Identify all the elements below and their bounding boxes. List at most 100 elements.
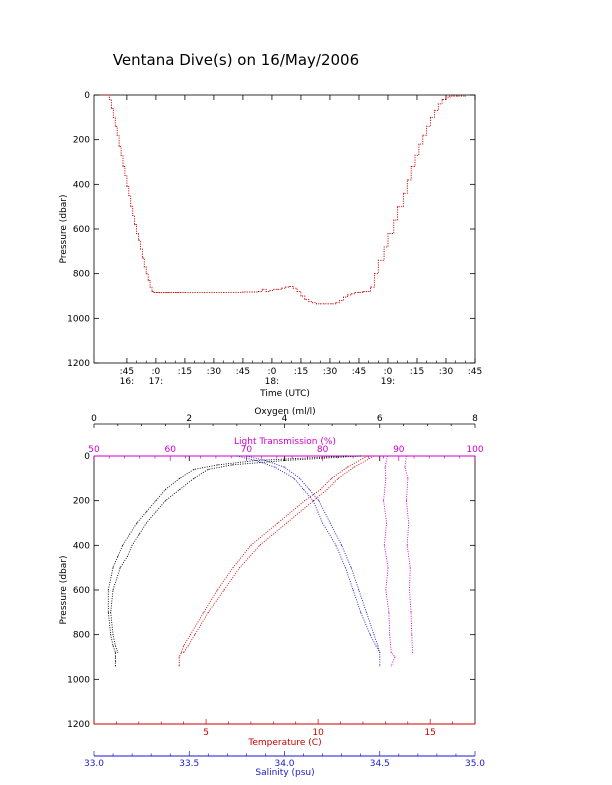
profile-point xyxy=(179,489,181,490)
profile-point xyxy=(112,589,114,591)
pressure-time-point xyxy=(122,165,124,167)
profile-point xyxy=(366,455,368,457)
profile-point xyxy=(136,522,138,524)
pressure-time-point xyxy=(414,154,416,156)
profile-point xyxy=(405,500,407,502)
profiles-y-tick-label: 0 xyxy=(84,452,90,462)
profile-point xyxy=(223,589,225,591)
profile-point xyxy=(405,455,407,457)
profiles-y-tick-label: 1000 xyxy=(67,675,90,685)
profiles-y-tick-label: 400 xyxy=(73,541,90,551)
profile-series-oxygen-up xyxy=(110,455,361,653)
pressure-time-x-tick-label: :45 xyxy=(236,367,250,377)
pressure-time-point xyxy=(180,292,182,294)
pressure-time-y-tick-label: 1200 xyxy=(67,359,90,369)
pressure-time-point xyxy=(161,292,163,294)
profile-series-salinity xyxy=(236,455,381,666)
profile-point xyxy=(232,567,234,569)
profile-point xyxy=(345,455,347,457)
pressure-time-point xyxy=(433,110,435,112)
profiles-y-tick-label: 1200 xyxy=(67,720,90,730)
profile-point xyxy=(341,544,343,546)
pressure-time-point xyxy=(261,288,263,290)
profile-point xyxy=(112,634,114,636)
pressure-time-point xyxy=(335,302,337,304)
profile-point xyxy=(255,459,257,461)
salinity-axis-label: Salinity (psu) xyxy=(255,768,314,778)
profile-point xyxy=(408,589,410,591)
pressure-time-point xyxy=(223,292,225,294)
pressure-time-point xyxy=(139,248,141,250)
profile-point xyxy=(312,500,314,502)
pressure-time-x-tick-label: :30 xyxy=(439,367,454,377)
pressure-time-point xyxy=(118,145,120,147)
profile-series-oxygen xyxy=(107,455,347,666)
pressure-time-point xyxy=(418,143,420,145)
profiles-y-axis-label: Pressure (dbar) xyxy=(59,556,69,625)
pressure-time-point xyxy=(182,292,184,294)
profiles-y-tick-label: 600 xyxy=(73,586,90,596)
pressure-time-point xyxy=(296,291,298,293)
pressure-time-point xyxy=(163,292,165,294)
profile-point xyxy=(114,656,116,658)
pressure-time-point xyxy=(292,287,294,289)
profile-point xyxy=(404,466,406,468)
pressure-time-point xyxy=(116,134,118,136)
pressure-time-y-tick-label: 400 xyxy=(73,180,90,190)
pressure-time-point xyxy=(165,292,167,294)
salinity-tick-label: 33.0 xyxy=(84,759,104,769)
profile-point xyxy=(369,634,371,636)
transmission-axis-label: Light Transmission (%) xyxy=(234,437,336,447)
salinity-tick-label: 34.0 xyxy=(274,759,294,769)
profiles-y-tick-label: 800 xyxy=(73,631,90,641)
pressure-time-y-tick-label: 200 xyxy=(73,136,90,146)
profile-point xyxy=(387,567,389,569)
transmission-tick-label: 90 xyxy=(393,445,405,455)
profile-point xyxy=(117,652,119,654)
profile-point xyxy=(274,466,276,468)
profile-point xyxy=(360,455,362,457)
profile-point xyxy=(318,500,320,502)
profile-point xyxy=(286,522,288,524)
pressure-time-point xyxy=(339,299,341,301)
pressure-time-point xyxy=(460,95,462,97)
pressure-time-point xyxy=(114,125,116,127)
profile-point xyxy=(326,489,328,490)
profile-point xyxy=(411,634,413,636)
pressure-time-x-tick-label: :0 xyxy=(268,367,277,377)
profile-point xyxy=(217,464,219,466)
pressure-time-point xyxy=(130,206,132,208)
pressure-time-point xyxy=(410,165,412,167)
profile-point xyxy=(239,567,241,569)
pressure-time-x-tick-label: :45 xyxy=(352,367,366,377)
profile-point xyxy=(110,634,112,636)
profile-point xyxy=(384,466,386,468)
profile-point xyxy=(390,665,392,667)
profile-point xyxy=(145,522,147,524)
pressure-time-series xyxy=(101,94,466,305)
profile-point xyxy=(183,645,185,647)
pressure-time-x-hour-label: 19: xyxy=(381,377,395,387)
pressure-time-point xyxy=(178,292,180,294)
pressure-time-point xyxy=(157,292,159,294)
profile-point xyxy=(353,466,355,468)
transmission-tick-label: 50 xyxy=(88,445,100,455)
pressure-time-x-hour-label: 16: xyxy=(120,377,134,387)
pressure-time-point xyxy=(387,232,389,234)
profile-point xyxy=(319,489,321,490)
pressure-time-y-tick-label: 800 xyxy=(73,270,90,280)
pressure-time-point xyxy=(108,98,110,100)
pressure-time-point xyxy=(350,293,352,295)
profile-point xyxy=(385,589,387,591)
salinity-tick-label: 35.0 xyxy=(465,759,485,769)
pressure-time-point xyxy=(149,286,151,288)
profile-point xyxy=(207,611,209,613)
profile-point xyxy=(117,556,119,557)
temperature-tick-label: 10 xyxy=(312,728,324,738)
pressure-time-point xyxy=(327,303,329,305)
pressure-time-x-tick-label: :30 xyxy=(207,367,222,377)
pressure-time-point xyxy=(120,154,122,156)
pressure-time-x-tick-label: :15 xyxy=(178,367,192,377)
profile-point xyxy=(231,464,233,466)
